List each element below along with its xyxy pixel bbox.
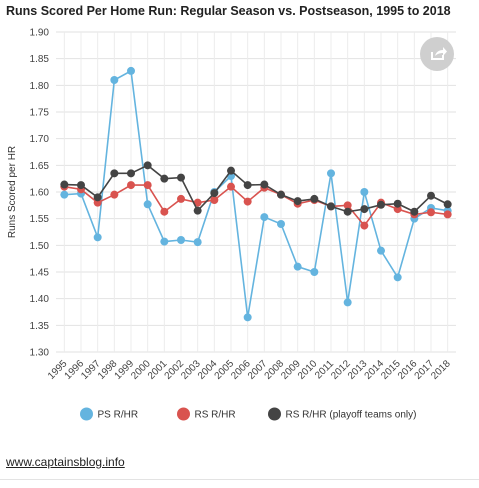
data-point-2 xyxy=(327,202,335,211)
y-tick-label: 1.50 xyxy=(30,241,50,252)
y-tick-label: 1.45 xyxy=(30,268,50,279)
data-point-2 xyxy=(93,193,102,202)
y-tick-label: 1.70 xyxy=(30,134,50,145)
legend-item-2[interactable]: RS R/HR (playoff teams only) xyxy=(268,407,417,421)
data-point-2 xyxy=(343,207,352,216)
data-point-0 xyxy=(193,238,202,247)
data-point-2 xyxy=(243,181,252,190)
source-link[interactable]: www.captainsblog.info xyxy=(6,455,125,469)
y-tick-label: 1.55 xyxy=(30,214,50,225)
data-point-1 xyxy=(143,181,152,190)
data-point-1 xyxy=(360,221,369,230)
legend-label: RS R/HR xyxy=(195,410,236,421)
data-point-2 xyxy=(227,166,235,175)
data-point-0 xyxy=(160,237,169,246)
share-icon xyxy=(431,47,447,60)
data-point-2 xyxy=(443,200,452,209)
legend-item-1[interactable]: RS R/HR xyxy=(177,407,236,421)
data-point-0 xyxy=(277,220,285,228)
data-point-2 xyxy=(193,206,202,215)
data-point-2 xyxy=(377,200,385,209)
legend-marker xyxy=(268,407,281,421)
data-point-1 xyxy=(110,190,119,199)
data-point-1 xyxy=(177,194,185,203)
data-point-0 xyxy=(60,190,69,199)
data-point-0 xyxy=(377,246,385,255)
data-point-2 xyxy=(143,161,152,170)
data-point-2 xyxy=(60,180,69,189)
data-point-0 xyxy=(127,66,135,75)
data-point-0 xyxy=(260,213,269,222)
legend-label: PS R/HR xyxy=(98,410,139,421)
series-line-2 xyxy=(64,164,449,213)
data-point-2 xyxy=(277,190,285,199)
data-point-2 xyxy=(177,173,185,182)
legend-marker xyxy=(177,407,190,421)
y-tick-label: 1.65 xyxy=(30,161,50,172)
data-point-1 xyxy=(160,207,169,216)
x-tick-label: 2018 xyxy=(429,358,453,382)
data-point-2 xyxy=(310,194,319,203)
legend-label: RS R/HR (playoff teams only) xyxy=(286,410,417,421)
share-button[interactable] xyxy=(420,37,454,71)
data-point-2 xyxy=(360,205,369,214)
data-point-1 xyxy=(443,210,452,219)
data-point-2 xyxy=(293,197,302,206)
data-point-2 xyxy=(77,181,85,190)
data-point-0 xyxy=(393,273,402,282)
data-point-2 xyxy=(410,207,419,216)
data-point-1 xyxy=(243,197,252,206)
data-point-2 xyxy=(260,180,269,189)
chart-title: Runs Scored Per Home Run: Regular Season… xyxy=(6,4,451,18)
legend-marker xyxy=(80,407,93,421)
data-point-0 xyxy=(143,200,152,209)
y-tick-label: 1.60 xyxy=(30,188,50,199)
y-tick-label: 1.90 xyxy=(30,28,50,39)
y-axis-label: Runs Scored per HR xyxy=(7,146,18,238)
data-point-0 xyxy=(360,188,369,196)
data-point-0 xyxy=(343,298,352,307)
data-point-2 xyxy=(160,174,169,183)
data-point-1 xyxy=(427,208,435,217)
y-tick-label: 1.35 xyxy=(30,321,50,332)
series-line-1 xyxy=(64,184,448,227)
data-point-1 xyxy=(127,181,135,190)
data-point-2 xyxy=(393,199,402,208)
legend-item-0[interactable]: PS R/HR xyxy=(80,407,139,421)
data-point-1 xyxy=(343,201,352,210)
data-point-2 xyxy=(210,189,219,198)
data-point-2 xyxy=(110,169,119,178)
data-point-0 xyxy=(310,268,319,276)
data-point-0 xyxy=(110,76,119,84)
data-point-0 xyxy=(243,313,252,322)
data-point-1 xyxy=(193,198,202,207)
data-point-2 xyxy=(427,191,435,200)
legend[interactable]: PS R/HR RS R/HR RS R/HR (playoff teams onl… xyxy=(80,407,417,421)
data-point-0 xyxy=(93,233,102,242)
data-point-0 xyxy=(177,236,185,244)
y-tick-label: 1.30 xyxy=(30,348,50,359)
series xyxy=(60,66,452,322)
y-tick-label: 1.75 xyxy=(30,108,50,119)
data-point-0 xyxy=(293,262,302,271)
data-point-1 xyxy=(227,182,235,191)
data-point-2 xyxy=(127,169,135,178)
divider xyxy=(0,479,479,480)
y-tick-label: 1.40 xyxy=(30,294,50,305)
y-tick-label: 1.80 xyxy=(30,81,50,92)
data-point-0 xyxy=(327,169,335,178)
y-tick-label: 1.85 xyxy=(30,54,50,65)
data-point-1 xyxy=(210,196,219,204)
